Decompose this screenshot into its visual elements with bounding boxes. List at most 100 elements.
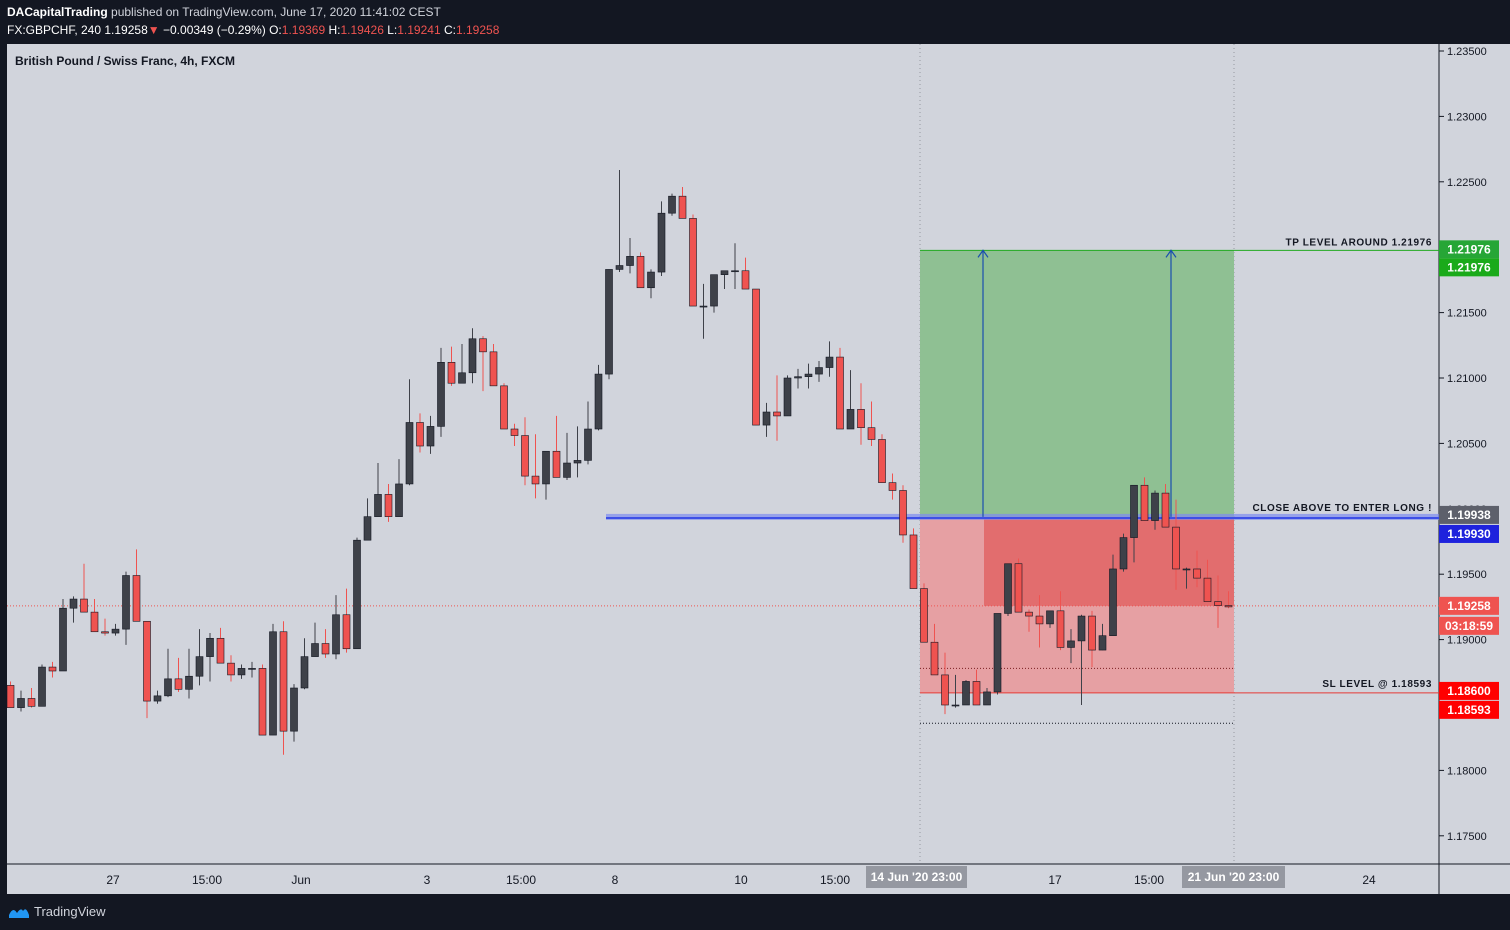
time-tick-label: 15:00 — [192, 873, 222, 887]
countdown-badge — [1439, 616, 1499, 635]
candle-body — [1214, 601, 1222, 606]
candle-body — [573, 460, 582, 464]
last-price-badge — [1439, 596, 1499, 615]
candle-body — [1014, 563, 1023, 613]
time-tick-label: Jun — [291, 873, 310, 887]
candle-body — [237, 668, 246, 676]
last-price-badge-text: 1.19258 — [1447, 599, 1491, 613]
candle-body — [815, 367, 823, 375]
sl-price-badge-lower — [1439, 700, 1499, 719]
candle-body — [426, 426, 435, 447]
candle-body — [773, 411, 781, 417]
candle-body — [353, 539, 361, 650]
countdown-badge-text: 03:18:59 — [1445, 619, 1493, 633]
candle-body — [899, 490, 907, 536]
published-text: published on TradingView.com, June 17, 2… — [111, 5, 441, 19]
price-badges: 1.21976 1.21976 1.19938 1.19930 1.19258 03:18… — [1439, 240, 1499, 719]
open-value: 1.19369 — [281, 23, 326, 37]
target-arrow-head-icon — [977, 249, 989, 258]
candle-body — [920, 588, 928, 643]
candle-body — [500, 385, 508, 430]
candle-body — [1203, 577, 1212, 602]
symbol-info: FX:GBPCHF, 240 1.19258▼ −0.00349 (−0.29%… — [7, 23, 499, 37]
chart-header: DACapitalTrading published on TradingVie… — [0, 0, 1510, 44]
position-zones — [7, 249, 1439, 724]
candle-body — [111, 628, 120, 634]
price-tick-label: 1.21500 — [1447, 308, 1487, 320]
candle-body — [783, 377, 792, 417]
brand-name[interactable]: TradingView — [34, 904, 106, 919]
candle-body — [269, 631, 277, 736]
candle-body — [1056, 610, 1065, 648]
candle-body — [794, 376, 802, 379]
candle-body — [101, 631, 109, 634]
candle-body — [678, 195, 687, 219]
entry-price-badge — [1439, 505, 1499, 524]
candle-body — [962, 681, 970, 706]
open-label: O: — [269, 23, 282, 37]
candle-body — [321, 643, 330, 655]
candle-body — [363, 516, 372, 541]
candle-body — [909, 534, 918, 589]
candle-body — [1077, 615, 1086, 642]
price-tick-label: 1.23000 — [1447, 111, 1487, 123]
tp-price-badge-upper-text: 1.21976 — [1447, 242, 1491, 256]
candle-body — [468, 338, 477, 374]
candle-body — [647, 271, 655, 289]
candle-body — [510, 428, 519, 436]
candle-body — [59, 607, 67, 672]
candle-body — [878, 439, 886, 483]
candle-body — [836, 356, 844, 430]
candle-body — [206, 637, 214, 657]
candle-body — [17, 698, 25, 708]
candle-body — [636, 256, 645, 289]
chart-title: British Pound / Swiss Franc, 4h, FXCM — [15, 54, 235, 68]
candle-body — [972, 681, 981, 706]
price-chart[interactable]: 1.235001.230001.225001.220001.215001.210… — [0, 0, 1510, 894]
candle-body — [405, 422, 414, 485]
price-tick-label: 1.20500 — [1447, 438, 1487, 450]
candle-body — [374, 494, 382, 517]
candle-body — [258, 668, 267, 736]
entry-price-badge-text: 1.19938 — [1447, 508, 1491, 522]
candle-body — [951, 704, 960, 707]
candle-body — [447, 362, 456, 384]
candle-body — [1088, 615, 1096, 651]
candle-body — [1161, 492, 1170, 528]
candle-body — [290, 687, 298, 732]
candle-body — [216, 637, 225, 664]
candle-body — [531, 475, 540, 485]
time-tick-label: 15:00 — [820, 873, 850, 887]
candle-body — [1140, 484, 1149, 521]
highlight-date-label: 14 Jun '20 23:00 — [871, 870, 963, 884]
candle-body — [710, 274, 718, 307]
price-tick-label: 1.19000 — [1447, 635, 1487, 647]
price-tick-label: 1.23500 — [1447, 46, 1487, 58]
entry-line-price-badge — [1439, 524, 1499, 543]
highlight-date-badge — [866, 866, 967, 888]
candle-body — [48, 666, 57, 672]
tp-annotation: TP LEVEL AROUND 1.21976 — [1286, 237, 1432, 248]
candle-body — [122, 575, 130, 630]
footer-bar: TradingView — [0, 894, 1510, 930]
candle-body — [605, 269, 613, 375]
price-tick-label: 1.18000 — [1447, 765, 1487, 777]
tradingview-logo-icon[interactable] — [8, 903, 30, 921]
candle-body — [720, 270, 729, 275]
price-axis[interactable] — [1439, 44, 1510, 864]
price-tick-label: 1.21000 — [1447, 373, 1487, 385]
candle-body — [993, 613, 1002, 693]
candle-body — [69, 598, 78, 609]
candle-body — [626, 256, 634, 266]
candle-body — [657, 212, 666, 273]
low-value: 1.19241 — [397, 23, 441, 37]
symbol-label[interactable]: FX:GBPCHF, 240 — [7, 23, 102, 37]
high-value: 1.19426 — [340, 23, 384, 37]
candle-body — [384, 494, 393, 517]
high-label: H: — [328, 23, 341, 37]
candle-body — [332, 614, 340, 655]
publisher-name[interactable]: DACapitalTrading — [7, 5, 108, 19]
candle-body — [941, 674, 949, 706]
candle-body — [1119, 537, 1128, 570]
candle-body — [132, 575, 141, 622]
